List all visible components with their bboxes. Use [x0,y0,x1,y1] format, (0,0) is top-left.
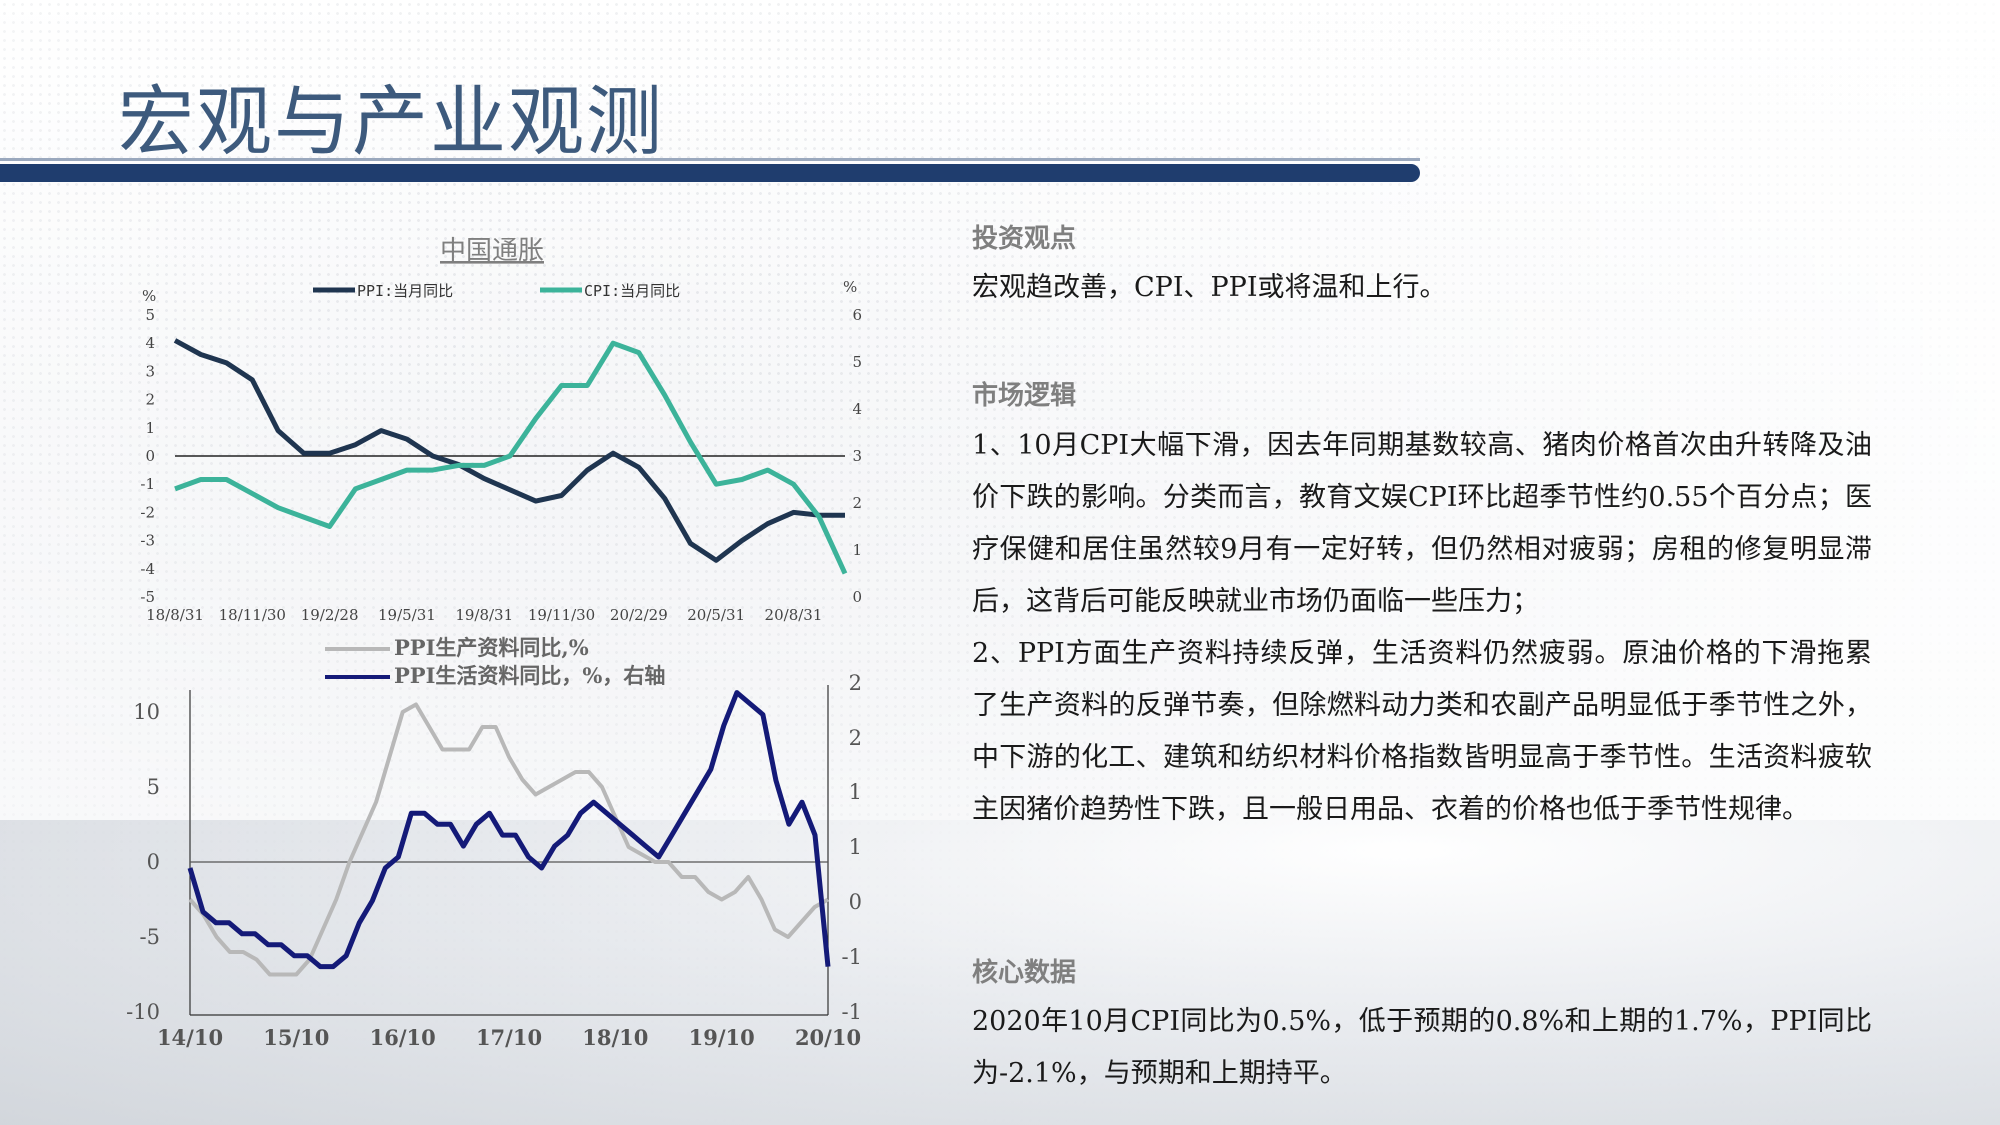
y-tick-label: 3 [852,447,862,465]
charts-area: 中国通胀 PPI:当月同比 CPI:当月同比 % % 543210-1-2-3-4… [126,236,862,1050]
legend-label: PPI生产资料同比,% [394,635,589,660]
chart-legend: PPI:当月同比 CPI:当月同比 [313,282,680,300]
x-tick-label: 14/10 [157,1025,223,1050]
y-tick-label: 0 [147,850,160,874]
x-tick-label: 16/10 [370,1025,436,1050]
x-tick-label: 20/10 [795,1025,861,1050]
y-tick-label: 1 [849,780,862,804]
chart-legend: PPI生产资料同比,% PPI生活资料同比，%，右轴 [325,635,665,688]
x-tick-label: 20/2/29 [610,606,668,624]
x-tick-label: 19/2/28 [301,606,359,624]
right-axis-unit: % [843,278,857,296]
market-logic-body: 1、10月CPI大幅下滑，因去年同期基数较高、猪肉价格首次由升转降及油价下跌的影… [972,420,1872,836]
x-axis-ticks: 18/8/31 18/11/30 19/2/28 19/5/31 19/8/31 19/1… [146,606,822,624]
right-axis-ticks: 6 5 4 3 2 1 0 [852,306,862,606]
y-tick-label: 5 [145,306,155,324]
header-accent-line [0,158,1420,161]
header-bar [0,164,1420,182]
consumer-goods-series-line [187,690,831,970]
investment-view-text: 宏观趋改善，CPI、PPI或将温和上行。 [972,272,1447,303]
legend-label: PPI:当月同比 [357,282,453,300]
x-tick-label: 18/11/30 [219,606,286,624]
y-tick-label: -5 [140,588,155,606]
producer-goods-series-line [188,702,829,977]
x-tick-label: 18/10 [582,1025,648,1050]
y-tick-label: -1 [842,945,862,969]
market-logic-heading: 市场逻辑 [972,381,1077,411]
y-tick-label: -2 [140,503,155,521]
y-tick-label: 1 [849,835,862,859]
x-tick-label: 19/8/31 [455,606,513,624]
core-data-heading: 核心数据 [972,958,1077,988]
x-tick-label: 15/10 [263,1025,329,1050]
y-tick-label: 1 [145,419,155,437]
right-axis-ticks: 2 2 1 1 0 -1 -1 [842,671,862,1024]
x-tick-label: 20/5/31 [687,606,745,624]
x-tick-label: 19/10 [689,1025,755,1050]
y-tick-label: 10 [133,700,160,724]
y-tick-label: 0 [849,890,862,914]
x-axis-ticks: 14/10 15/10 16/10 17/10 18/10 19/10 20/10 [157,1025,861,1050]
y-tick-label: 0 [145,447,155,465]
ppi-series-line [173,338,845,563]
y-tick-label: -3 [140,532,155,550]
x-tick-label: 17/10 [476,1025,542,1050]
chart-title: 中国通胀 [440,236,544,266]
y-tick-label: 5 [147,775,160,799]
left-axis-ticks: 10 5 0 -5 -10 [126,700,160,1024]
cpi-series-line [174,340,848,575]
x-tick-label: 19/11/30 [528,606,595,624]
y-tick-label: 0 [852,588,862,606]
y-tick-label: -5 [140,925,160,949]
y-tick-label: 5 [852,353,862,371]
y-tick-label: 4 [145,334,155,352]
investment-view-heading: 投资观点 [972,224,1077,254]
left-axis-unit: % [142,287,156,305]
x-tick-label: 20/8/31 [765,606,823,624]
y-tick-label: 2 [852,494,862,512]
y-tick-label: -4 [140,560,155,578]
x-tick-label: 19/5/31 [378,606,436,624]
market-logic-paragraph-1: 1、10月CPI大幅下滑，因去年同期基数较高、猪肉价格首次由升转降及油价下跌的影… [972,430,1872,617]
y-tick-label: 2 [849,671,862,695]
y-tick-label: 1 [852,541,862,559]
legend-label: PPI生活资料同比，%，右轴 [394,663,665,688]
y-tick-label: -1 [140,475,155,493]
series-lines [173,338,848,575]
x-tick-label: 18/8/31 [146,606,204,624]
y-tick-label: 4 [852,400,862,418]
y-tick-label: 3 [145,362,155,380]
y-tick-label: -1 [842,1000,862,1024]
left-axis-ticks: 5 4 3 2 1 0 -1 -2 -3 -4 -5 [140,306,155,606]
legend-label: CPI:当月同比 [584,282,680,300]
market-logic-paragraph-2: 2、PPI方面生产资料持续反弹，生活资料仍然疲弱。原油价格的下滑拖累了生产资料的… [972,638,1872,825]
inflation-chart: 中国通胀 PPI:当月同比 CPI:当月同比 % % 5 4 3 2 1 0 -1 -2 -3 -4… [140,236,862,624]
y-tick-label: -10 [126,1000,160,1024]
page-title: 宏观与产业观测 [118,77,664,166]
y-tick-label: 2 [145,391,155,409]
series-lines [187,690,831,977]
y-tick-label: 6 [852,306,862,324]
core-data-text: 2020年10月CPI同比为0.5%，低于预期的0.8%和上期的1.7%，PPI… [972,1006,1872,1089]
y-tick-label: 2 [849,726,862,750]
